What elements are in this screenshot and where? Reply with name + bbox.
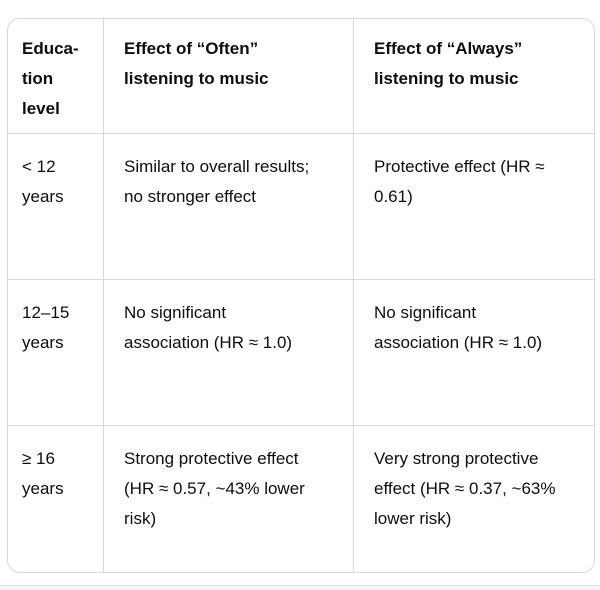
cell-always-12-15: No significant association (HR ≈ 1.0) bbox=[354, 280, 594, 426]
table-row-16-plus-years: ≥ 16 years Strong protective effect (HR … bbox=[8, 426, 594, 572]
cell-education-12-15: 12–15 years bbox=[8, 280, 104, 426]
cell-always-under-12: Protective effect (HR ≈ 0.61) bbox=[354, 134, 594, 280]
cell-education-under-12: < 12 years bbox=[8, 134, 104, 280]
column-header-effect-often: Effect of “Often” listening to music bbox=[104, 19, 354, 134]
cell-often-16-plus: Strong protective effect (HR ≈ 0.57, ~43… bbox=[104, 426, 354, 572]
column-header-effect-always: Effect of “Always” listening to music bbox=[354, 19, 594, 134]
header-row: Educa- tion level Effect of “Often” list… bbox=[8, 19, 594, 134]
cell-often-12-15: No significant association (HR ≈ 1.0) bbox=[104, 280, 354, 426]
cell-always-16-plus: Very strong protective effect (HR ≈ 0.37… bbox=[374, 449, 556, 528]
cell-education-16-plus: ≥ 16 years bbox=[8, 426, 104, 572]
table-row-under-12-years: < 12 years Similar to overall results; n… bbox=[8, 134, 594, 280]
column-header-education-level: Educa- tion level bbox=[8, 19, 104, 134]
cell-often-under-12: Similar to overall results; no stronger … bbox=[104, 134, 354, 280]
next-element-top-edge bbox=[0, 585, 600, 590]
table-row-12-15-years: 12–15 years No significant association (… bbox=[8, 280, 594, 426]
table-container: Educa- tion level Effect of “Often” list… bbox=[7, 18, 595, 573]
education-music-effect-table: Educa- tion level Effect of “Often” list… bbox=[7, 18, 595, 573]
